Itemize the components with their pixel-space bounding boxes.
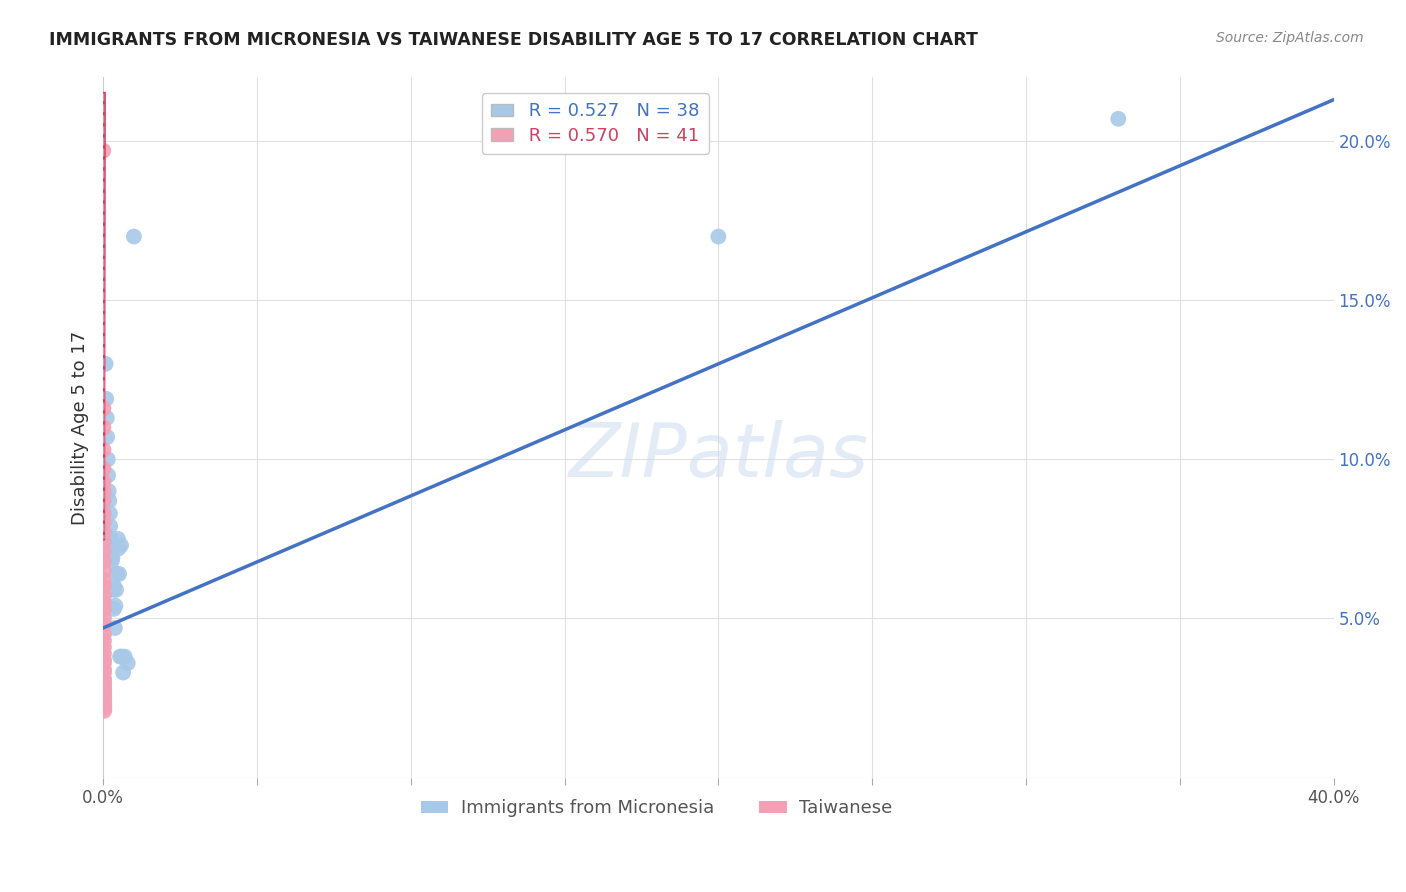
Point [117,656,139,670]
Point [93,595,115,609]
Point [93,662,115,676]
Point [105,566,128,581]
Point [96,392,118,406]
Point [93,564,115,578]
Point [93,535,115,549]
Point [93,691,115,706]
Point [93,602,115,616]
Point [98,538,121,552]
Point [96,411,118,425]
Text: Source: ZipAtlas.com: Source: ZipAtlas.com [1216,31,1364,45]
Point [107,532,129,546]
Point [100,532,122,546]
Point [93,462,115,476]
Point [97,484,120,499]
Point [103,580,125,594]
Point [93,617,115,632]
Point [112,665,135,680]
Text: IMMIGRANTS FROM MICRONESIA VS TAIWANESE DISABILITY AGE 5 TO 17 CORRELATION CHART: IMMIGRANTS FROM MICRONESIA VS TAIWANESE … [49,31,979,49]
Point [93,516,115,530]
Point [91,144,114,158]
Point [122,229,145,244]
Point [93,704,115,718]
Point [93,574,115,588]
Text: ZIPatlas: ZIPatlas [568,419,869,491]
Point [101,538,124,552]
Point [93,633,115,648]
Point [94,357,117,371]
Legend: Immigrants from Micronesia, Taiwanese: Immigrants from Micronesia, Taiwanese [415,792,900,824]
Point [93,627,115,641]
Point [93,675,115,690]
Point [93,653,115,667]
Point [93,589,115,603]
Point [107,541,129,556]
Point [98,507,121,521]
Point [110,538,132,552]
Point [100,541,122,556]
Point [93,698,115,712]
Point [93,493,115,508]
Point [93,401,115,416]
Point [93,672,115,686]
Point [93,554,115,568]
Point [103,602,125,616]
Y-axis label: Disability Age 5 to 17: Disability Age 5 to 17 [72,330,89,524]
Point [101,551,124,566]
Point [93,544,115,558]
Point [100,544,122,558]
Point [100,554,122,568]
Point [114,649,136,664]
Point [93,611,115,625]
Point [110,649,132,664]
Point [93,507,115,521]
Point [97,452,120,467]
Point [93,665,115,680]
Point [98,493,121,508]
Point [93,656,115,670]
Point [93,694,115,708]
Point [93,580,115,594]
Point [93,475,115,489]
Point [103,582,125,597]
Point [93,442,115,457]
Point [100,551,122,566]
Point [96,430,118,444]
Point [93,484,115,499]
Point [108,566,131,581]
Point [104,621,127,635]
Point [1107,112,1129,126]
Point [93,688,115,702]
Point [93,700,115,714]
Point [105,582,128,597]
Point [93,684,115,698]
Point [93,420,115,434]
Point [97,468,120,483]
Point [108,649,131,664]
Point [707,229,730,244]
Point [104,599,127,613]
Point [101,541,124,556]
Point [98,519,121,533]
Point [93,647,115,661]
Point [93,640,115,654]
Point [93,678,115,692]
Point [93,525,115,540]
Point [93,681,115,696]
